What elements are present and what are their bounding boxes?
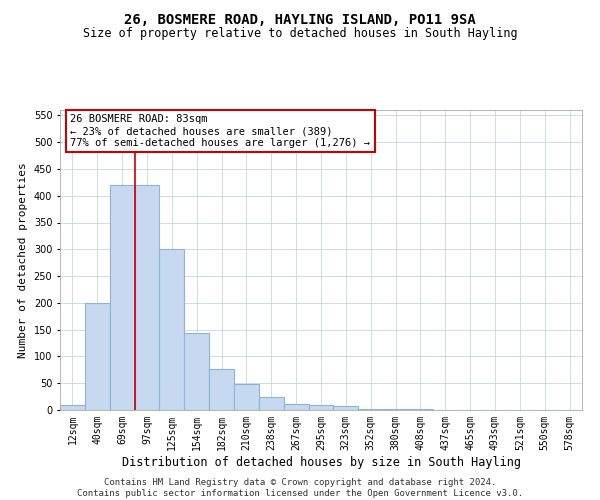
Bar [184, 334, 209, 410]
Bar [234, 384, 259, 410]
Y-axis label: Number of detached properties: Number of detached properties [18, 162, 28, 358]
Text: Contains HM Land Registry data © Crown copyright and database right 2024.
Contai: Contains HM Land Registry data © Crown c… [77, 478, 523, 498]
Bar [160, 250, 184, 410]
Bar [308, 405, 334, 410]
Bar [334, 406, 358, 410]
Bar [259, 396, 284, 410]
Text: 26 BOSMERE ROAD: 83sqm
← 23% of detached houses are smaller (389)
77% of semi-de: 26 BOSMERE ROAD: 83sqm ← 23% of detached… [70, 114, 370, 148]
Bar [134, 185, 160, 410]
Text: Size of property relative to detached houses in South Hayling: Size of property relative to detached ho… [83, 28, 517, 40]
Bar [284, 404, 308, 410]
Bar [209, 369, 234, 410]
Text: 26, BOSMERE ROAD, HAYLING ISLAND, PO11 9SA: 26, BOSMERE ROAD, HAYLING ISLAND, PO11 9… [124, 12, 476, 26]
Bar [110, 185, 134, 410]
X-axis label: Distribution of detached houses by size in South Hayling: Distribution of detached houses by size … [121, 456, 521, 468]
Bar [85, 303, 110, 410]
Bar [60, 404, 85, 410]
